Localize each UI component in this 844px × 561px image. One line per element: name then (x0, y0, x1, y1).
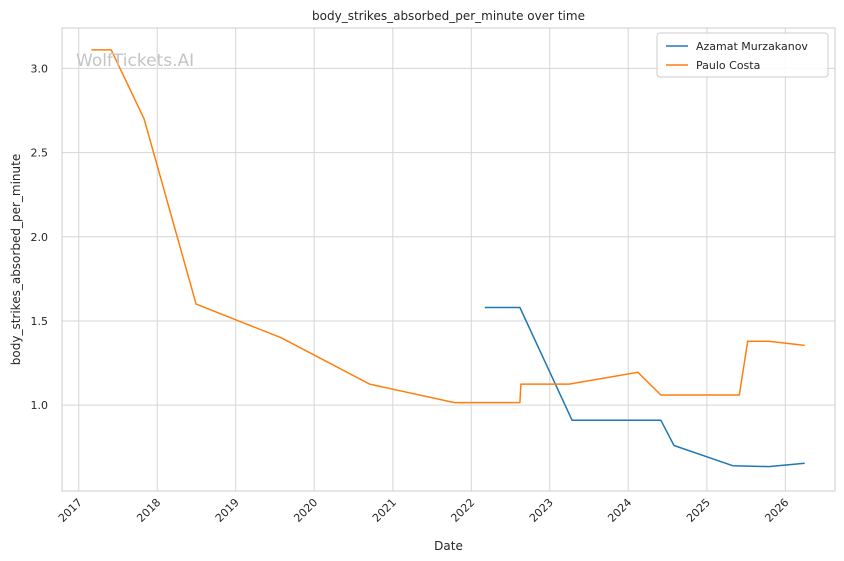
y-tick-label: 2.5 (31, 147, 49, 160)
legend: Azamat Murzakanov Paulo Costa (656, 32, 829, 78)
gridlines (62, 28, 835, 491)
legend-box (656, 32, 829, 78)
y-axis-ticks: 1.0 1.5 2.0 2.5 3.0 (31, 62, 49, 412)
x-axis-label: Date (434, 539, 463, 553)
y-tick-label: 1.5 (31, 315, 49, 328)
chart-title: body_strikes_absorbed_per_minute over ti… (312, 9, 585, 23)
legend-label: Paulo Costa (696, 59, 760, 72)
legend-label: Azamat Murzakanov (696, 40, 808, 53)
series-line-azamat-murzakanov (484, 306, 805, 468)
plot-frame (61, 27, 836, 492)
y-tick-label: 2.0 (31, 231, 49, 244)
y-tick-label: 3.0 (31, 62, 49, 75)
watermark-text: WolfTickets.AI (76, 51, 194, 71)
series-line-paulo-costa (91, 49, 805, 404)
series-layer (91, 49, 805, 468)
y-axis-label: body_strikes_absorbed_per_minute (9, 154, 23, 365)
y-tick-label: 1.0 (31, 399, 49, 412)
